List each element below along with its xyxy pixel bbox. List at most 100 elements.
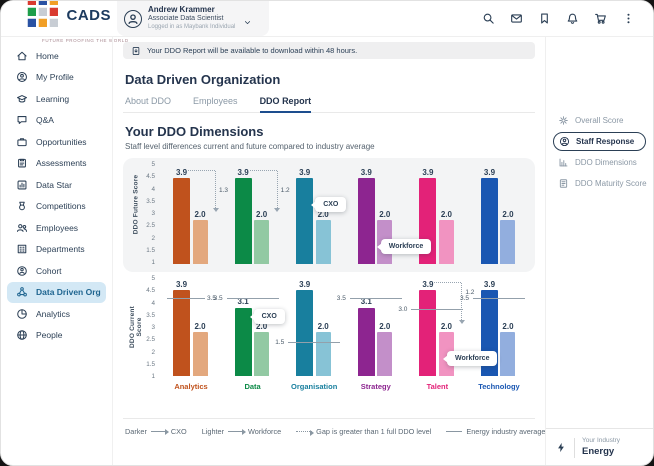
- category-label-data: Data: [244, 382, 261, 391]
- bar-workforce-talent: [438, 220, 454, 264]
- y-axis-ticks: 5 4.5 4 3.5 3 2.5 2 1.5 1: [137, 275, 155, 380]
- y-tick-label: 2: [151, 348, 155, 356]
- y-tick-label: 2.5: [146, 336, 155, 344]
- sidebar-item-label: Cohort: [36, 265, 62, 276]
- top-bar: CADS FUTURE PROOFING THE WORLD Andrew Kr…: [1, 1, 653, 43]
- bar-value-label: 3.9: [360, 167, 372, 177]
- y-tick-label: 4: [151, 299, 155, 307]
- notification-banner: Your DDO Report will be available to dow…: [123, 42, 535, 59]
- tab-about-ddo[interactable]: About DDO: [125, 96, 172, 106]
- bar-value-label: 2.0: [502, 321, 514, 331]
- profile-icon: [16, 71, 28, 83]
- cohort-icon: [16, 265, 28, 277]
- bar-group-organisation: 3.9 2.0 CXO: [286, 164, 347, 264]
- qa-icon: [16, 114, 28, 126]
- sidebar-item-analytics[interactable]: Analytics: [7, 303, 106, 325]
- bar-cxo-organisation: [296, 178, 314, 264]
- sidebar-item-q-a[interactable]: Q&A: [7, 110, 106, 132]
- y-tick-label: 4.5: [146, 287, 155, 295]
- header-icons: [482, 1, 653, 36]
- departments-icon: [16, 243, 28, 255]
- legend-post-label: CXO: [170, 427, 187, 436]
- sidebar-item-data-driven-org[interactable]: Data Driven Org: [7, 281, 106, 303]
- gap-bracket-line: [249, 170, 277, 171]
- competitions-icon: [16, 200, 28, 212]
- report-heading: Your DDO Dimensions: [125, 124, 264, 139]
- people-icon: [16, 329, 28, 341]
- y-axis-ticks: 5 4.5 4 3.5 3 2.5 2 1.5 1: [137, 161, 155, 266]
- sidebar-item-my-profile[interactable]: My Profile: [7, 67, 106, 89]
- bookmark-icon[interactable]: [538, 12, 551, 25]
- logo-text: CADS: [66, 7, 111, 24]
- sidebar-item-learning[interactable]: Learning: [7, 88, 106, 110]
- tab-ddo-report[interactable]: DDO Report: [259, 96, 312, 113]
- sidebar-item-label: Analytics: [36, 308, 71, 319]
- bar-value-label: 3.9: [422, 167, 434, 177]
- mail-icon[interactable]: [510, 12, 523, 25]
- sidebar-item-people[interactable]: People: [7, 325, 106, 347]
- legend-pre-label: Lighter: [201, 427, 225, 436]
- sidebar-item-departments[interactable]: Departments: [7, 239, 106, 261]
- kebab-icon[interactable]: [622, 12, 635, 25]
- sidebar-item-home[interactable]: Home: [7, 45, 106, 67]
- industry-average-line: [349, 298, 402, 299]
- bar-workforce-technology: [500, 332, 516, 376]
- cart-icon[interactable]: [594, 12, 607, 25]
- report-nav-ddo-maturity-score[interactable]: DDO Maturity Score: [553, 174, 647, 193]
- y-tick-label: 1: [151, 373, 155, 380]
- y-tick-label: 3: [151, 210, 155, 217]
- sidebar-item-competitions[interactable]: Competitions: [7, 196, 106, 218]
- search-icon[interactable]: [482, 12, 495, 25]
- bar-cxo-data: [234, 178, 252, 264]
- bar-group-data: 3.1 2.0 3.5 CXO Data: [214, 278, 285, 391]
- report-nav-overall-score[interactable]: Overall Score: [553, 111, 646, 130]
- gap-value-label: 1.3: [219, 187, 229, 194]
- industry-average-label: 3.5: [459, 295, 470, 302]
- chevron-down-icon: [243, 14, 252, 25]
- sidebar-item-assessments[interactable]: Assessments: [7, 153, 106, 175]
- industry-average-label: 3.5: [336, 295, 346, 302]
- sidebar-item-label: Opportunities: [36, 136, 87, 147]
- avatar: [124, 9, 142, 28]
- y-tick-label: 3: [151, 324, 155, 331]
- bar-cxo-strategy: [357, 307, 375, 376]
- plot-area: 3.9 2.0 1.3 3.9 2.0 1.2 3.9 2.0 CXO 3.9 2.0 Workfor…: [163, 164, 527, 264]
- sidebar-item-label: Employees: [36, 222, 79, 233]
- bar-value-label: 2.0: [194, 209, 206, 219]
- logo-tagline: FUTURE PROOFING THE WORLD: [42, 38, 129, 44]
- tab-employees[interactable]: Employees: [193, 96, 238, 106]
- user-role: Associate Data Scientist: [148, 15, 224, 23]
- report-nav-staff-response[interactable]: Staff Response: [553, 132, 646, 151]
- sidebar-item-opportunities[interactable]: Opportunities: [7, 131, 106, 153]
- y-tick-label: 4.5: [146, 173, 155, 181]
- overall-score-icon: [558, 115, 569, 126]
- sidebar-item-label: Learning: [36, 93, 70, 104]
- sidebar-item-label: Home: [36, 50, 59, 61]
- user-menu[interactable]: Andrew Krammer Associate Data Scientist …: [117, 1, 269, 36]
- download-doc-icon: [131, 46, 141, 56]
- sidebar-item-label: Data Star: [36, 179, 72, 190]
- sidebar-item-cohort[interactable]: Cohort: [7, 260, 106, 282]
- industry-average-label: 1.5: [275, 339, 285, 346]
- legend-solid-marker: [228, 428, 247, 435]
- y-tick-label: 2.5: [146, 222, 155, 230]
- sidebar-item-label: Q&A: [36, 115, 54, 126]
- report-nav-ddo-dimensions[interactable]: DDO Dimensions: [553, 153, 646, 172]
- data-star-icon: [16, 179, 28, 191]
- bar-group-technology: 3.9 2.0: [471, 164, 527, 264]
- gap-arrow-icon: [212, 208, 219, 212]
- bell-icon[interactable]: [566, 12, 579, 25]
- sidebar-item-data-star[interactable]: Data Star: [7, 174, 106, 196]
- bar-value-label: 2.0: [440, 321, 452, 331]
- gap-value-label: 1.2: [465, 289, 475, 296]
- assessments-icon: [16, 157, 28, 169]
- sidebar-item-employees[interactable]: Employees: [7, 217, 106, 239]
- bar-value-label: 2.0: [379, 209, 391, 219]
- bar-value-label: 2.0: [440, 209, 452, 219]
- bar-value-label: 3.9: [175, 279, 188, 289]
- industry-average-line: [288, 342, 341, 343]
- bar-value-label: 2.0: [256, 321, 268, 331]
- bar-value-label: 3.9: [422, 279, 434, 289]
- bar-cxo-strategy: [357, 178, 375, 264]
- legend-post-label: Gap is greater than 1 full DDO level: [316, 427, 432, 436]
